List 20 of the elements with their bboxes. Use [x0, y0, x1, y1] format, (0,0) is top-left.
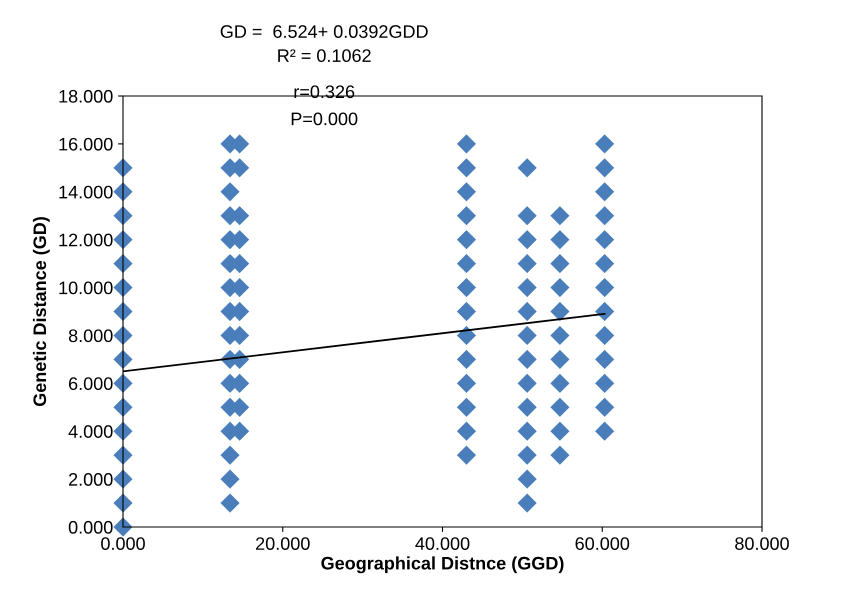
y-tick-label: 18.000 [59, 90, 113, 103]
text: GD = 6.524+ 0.0392GDD [220, 25, 428, 38]
x-axis-title: Geographical Distnce (GGD) [321, 556, 564, 574]
x-tick-label: 20.000 [256, 537, 310, 550]
y-tick-label: 6.000 [69, 377, 113, 390]
y-tick-label: 16.000 [59, 138, 113, 151]
text: R² = 0.1062 [278, 49, 371, 62]
x-tick-label: 60.000 [576, 537, 630, 550]
y-tick-label: 0.000 [68, 520, 113, 534]
y-tick-label: 12.000 [59, 234, 113, 246]
y-tick-label: 14.000 [59, 186, 113, 198]
y-tick-label: 4.000 [68, 425, 113, 438]
annotation: P=0.000 [292, 112, 358, 126]
y-axis-title: Genetic Distance (GD) [32, 217, 50, 406]
x-tick-label: 80.000 [735, 537, 789, 550]
y-tick-label: 8.000 [68, 329, 113, 342]
x-tick-label: 0.000 [101, 537, 145, 550]
x-tick-label: 40.000 [415, 537, 470, 550]
y-tick-label: 10.000 [59, 281, 113, 294]
y-tick-label: 2.000 [69, 473, 113, 486]
